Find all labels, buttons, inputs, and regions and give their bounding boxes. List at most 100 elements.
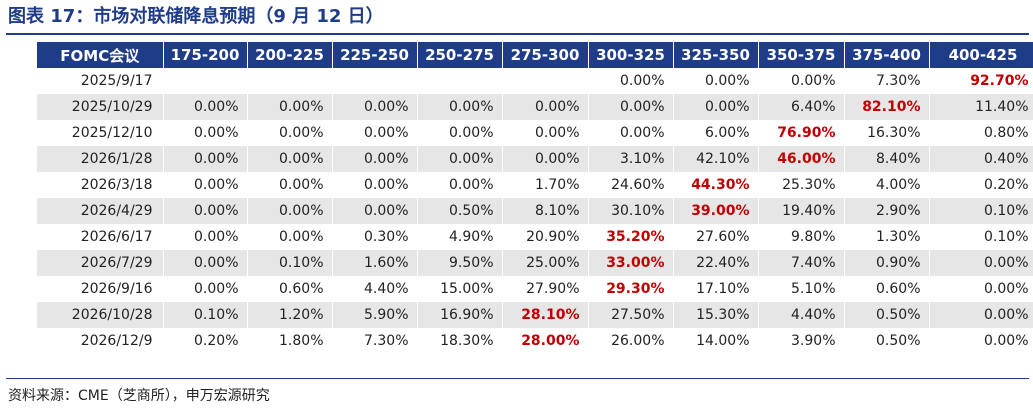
probability-cell: 0.00%: [929, 276, 1033, 302]
probability-cell: 0.00%: [929, 328, 1033, 354]
probability-cell: 0.00%: [247, 146, 333, 172]
probability-cell: 0.00%: [247, 120, 333, 146]
probability-cell: 0.00%: [417, 146, 503, 172]
probability-cell: 0.00%: [502, 94, 589, 120]
probability-cell: 0.00%: [673, 94, 759, 120]
probability-cell: 0.00%: [163, 146, 248, 172]
probability-cell: 4.40%: [758, 302, 845, 328]
probability-cell: 0.00%: [758, 68, 845, 94]
highlighted-probability-cell: 39.00%: [673, 198, 759, 224]
probability-cell: 0.50%: [417, 198, 503, 224]
probability-cell: 11.40%: [929, 94, 1033, 120]
header-row: FOMC会议 175-200 200-225 225-250 250-275 2…: [37, 42, 1033, 68]
probability-cell: 0.00%: [247, 172, 333, 198]
probability-cell: 0.00%: [163, 120, 248, 146]
probability-cell: 1.80%: [247, 328, 333, 354]
highlighted-probability-cell: 33.00%: [588, 250, 674, 276]
probability-cell: 27.50%: [588, 302, 674, 328]
highlighted-probability-cell: 76.90%: [758, 120, 845, 146]
probability-cell: 14.00%: [673, 328, 759, 354]
probability-cell: 24.60%: [588, 172, 674, 198]
probability-cell: 0.00%: [163, 224, 248, 250]
probability-cell: 0.60%: [247, 276, 333, 302]
table-row: 2026/10/28 0.10% 1.20% 5.90% 16.90% 28.10% 27.…: [37, 302, 1033, 328]
probability-cell: 0.00%: [332, 94, 418, 120]
header-cell: 325-350: [673, 42, 759, 68]
source-note: 资料来源：CME（芝商所），申万宏源研究: [8, 388, 270, 404]
probability-cell: 0.20%: [163, 328, 248, 354]
header-cell: 200-225: [247, 42, 333, 68]
title-divider: [6, 33, 1029, 35]
probability-cell: 1.60%: [332, 250, 418, 276]
highlighted-probability-cell: 92.70%: [929, 68, 1033, 94]
probability-cell: 18.30%: [417, 328, 503, 354]
header-cell: 350-375: [758, 42, 845, 68]
probability-cell: 0.00%: [247, 94, 333, 120]
probability-cell: 15.30%: [673, 302, 759, 328]
probability-cell: [502, 68, 589, 94]
highlighted-probability-cell: 28.00%: [502, 328, 589, 354]
probability-cell: 0.90%: [844, 250, 930, 276]
probability-cell: 15.00%: [417, 276, 503, 302]
probability-cell: 6.40%: [758, 94, 845, 120]
header-cell: FOMC会议: [37, 42, 164, 68]
probability-cell: 25.30%: [758, 172, 845, 198]
highlighted-probability-cell: 82.10%: [844, 94, 930, 120]
probability-cell: 0.00%: [163, 276, 248, 302]
meeting-date-cell: 2026/7/29: [37, 250, 164, 276]
probability-cell: 3.10%: [588, 146, 674, 172]
probability-cell: 0.00%: [332, 198, 418, 224]
probability-cell: 0.00%: [588, 94, 674, 120]
probability-cell: 0.20%: [929, 172, 1033, 198]
probability-cell: 0.00%: [332, 120, 418, 146]
probability-cell: 7.40%: [758, 250, 845, 276]
highlighted-probability-cell: 28.10%: [502, 302, 589, 328]
probability-cell: 2.90%: [844, 198, 930, 224]
probability-cell: 0.00%: [588, 68, 674, 94]
table-row: 2025/12/10 0.00% 0.00% 0.00% 0.00% 0.00% 0.00%…: [37, 120, 1033, 146]
meeting-date-cell: 2026/3/18: [37, 172, 164, 198]
probability-cell: 0.00%: [417, 120, 503, 146]
probability-cell: 4.90%: [417, 224, 503, 250]
probability-cell: 0.00%: [332, 172, 418, 198]
probability-cell: 5.10%: [758, 276, 845, 302]
table-row: 2026/9/16 0.00% 0.60% 4.40% 15.00% 27.90% 29.3…: [37, 276, 1033, 302]
probability-cell: 7.30%: [844, 68, 930, 94]
source-divider: [6, 378, 1029, 379]
probability-cell: 0.10%: [163, 302, 248, 328]
table-row: 2025/10/29 0.00% 0.00% 0.00% 0.00% 0.00% 0.00%…: [37, 94, 1033, 120]
table-row: 2026/12/9 0.20% 1.80% 7.30% 18.30% 28.00% 26.0…: [37, 328, 1033, 354]
probability-cell: 0.10%: [929, 198, 1033, 224]
meeting-date-cell: 2025/9/17: [37, 68, 164, 94]
probability-cell: 0.10%: [929, 224, 1033, 250]
meeting-date-cell: 2026/9/16: [37, 276, 164, 302]
probability-cell: 16.90%: [417, 302, 503, 328]
meeting-date-cell: 2026/12/9: [37, 328, 164, 354]
meeting-date-cell: 2025/10/29: [37, 94, 164, 120]
header-cell: 175-200: [163, 42, 248, 68]
figure-title: 图表 17：市场对联储降息预期（9 月 12 日）: [8, 6, 384, 27]
meeting-date-cell: 2026/4/29: [37, 198, 164, 224]
probability-cell: 8.40%: [844, 146, 930, 172]
probability-cell: 0.00%: [163, 250, 248, 276]
probability-cell: 0.50%: [844, 302, 930, 328]
probability-cell: 26.00%: [588, 328, 674, 354]
table-row: 2026/4/29 0.00% 0.00% 0.00% 0.50% 8.10% 30.10%…: [37, 198, 1033, 224]
probability-cell: 42.10%: [673, 146, 759, 172]
probability-cell: 0.00%: [929, 250, 1033, 276]
header-cell: 375-400: [844, 42, 930, 68]
probability-cell: 0.00%: [673, 68, 759, 94]
header-cell: 400-425: [929, 42, 1033, 68]
probability-cell: 0.00%: [247, 224, 333, 250]
probability-cell: 0.00%: [163, 94, 248, 120]
meeting-date-cell: 2025/12/10: [37, 120, 164, 146]
probability-cell: 0.40%: [929, 146, 1033, 172]
probability-cell: 16.30%: [844, 120, 930, 146]
probability-cell: 0.50%: [844, 328, 930, 354]
probability-cell: [247, 68, 333, 94]
probability-cell: 0.80%: [929, 120, 1033, 146]
table-row: 2026/1/28 0.00% 0.00% 0.00% 0.00% 0.00% 3.10% 4…: [37, 146, 1033, 172]
probability-cell: 30.10%: [588, 198, 674, 224]
probability-cell: 1.30%: [844, 224, 930, 250]
probability-cell: 27.90%: [502, 276, 589, 302]
